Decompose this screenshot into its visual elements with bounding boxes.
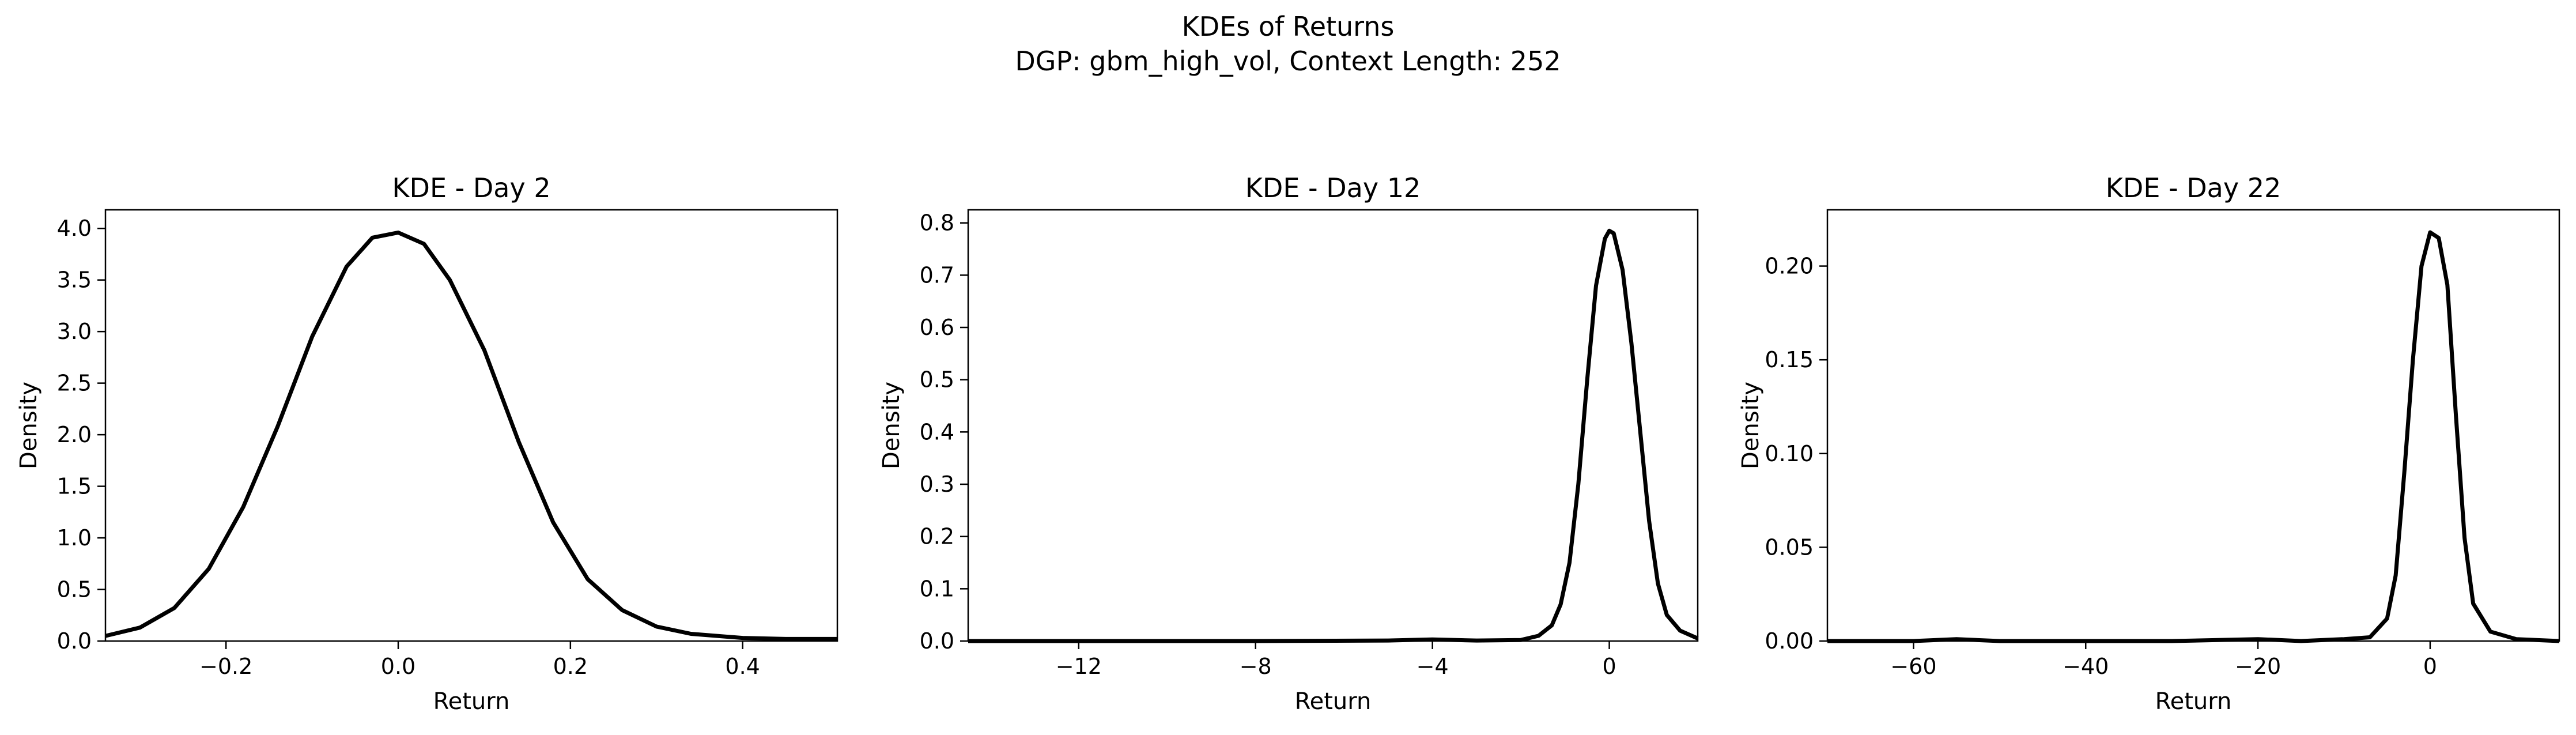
x-tick-label: 0.0 [381,654,416,679]
y-tick-label: 0.2 [920,524,954,549]
y-tick-label: 4.0 [57,216,92,241]
y-tick-label: 0.7 [920,262,954,288]
y-tick-label: 0.4 [920,419,954,444]
x-tick-label: −12 [1056,654,1102,679]
x-tick-label: −60 [1890,654,1936,679]
kde-chart-day-2: −0.2 0.0 0.2 0.4 0.0 0.5 1.0 1.5 2.0 2.5 3.0 3.5 4.0… [16,172,838,715]
y-tick-label: 0.10 [1765,441,1814,466]
y-tick-label: 1.5 [57,474,92,499]
y-tick-label: 3.5 [57,267,92,293]
x-tick-label: −20 [2235,654,2281,679]
y-tick-label: 0.0 [920,628,954,654]
chart-title: KDE - Day 22 [2106,172,2281,203]
chart-title: KDE - Day 12 [1245,172,1421,203]
x-axis-label: Return [2155,688,2232,715]
axes-frame [1826,209,2560,642]
x-tick-label: −8 [1240,654,1272,679]
x-axis-label: Return [433,688,510,715]
figure-subtitle: DGP: gbm_high_vol, Context Length: 252 [1015,46,1561,77]
x-tick-label: 0 [2423,654,2437,679]
y-tick-label: 0.05 [1765,534,1814,560]
x-axis-label: Return [1295,688,1372,715]
x-tick-label: −40 [2063,654,2109,679]
x-tick-label: −0.2 [199,654,252,679]
y-tick-label: 3.0 [57,319,92,344]
x-tick-label: −4 [1417,654,1449,679]
kde-series-line [1827,230,2560,643]
y-tick-label: 0.1 [920,576,954,601]
y-axis-label: Density [1738,382,1764,469]
kde-chart-day-12: −12 −8 −4 0 0.0 0.1 0.2 0.3 0.4 0.5 0.6 0.7 0.8 KDE -… [878,172,1699,715]
axes-frame [967,209,1699,642]
axes-frame [104,209,838,642]
x-tick-label: 0.2 [553,654,588,679]
y-axis-label: Density [16,382,42,469]
y-tick-label: 0.3 [920,472,954,497]
y-tick-label: 0.5 [920,367,954,393]
y-tick-label: 2.0 [57,422,92,447]
y-tick-label: 1.0 [57,525,92,551]
chart-title: KDE - Day 2 [392,172,550,203]
y-tick-label: 0.00 [1765,628,1814,654]
kde-chart-day-22: −60 −40 −20 0 0.00 0.05 0.10 0.15 0.20 KDE - Day … [1738,172,2560,715]
x-tick-label: 0 [1602,654,1616,679]
x-tick-label: 0.4 [725,654,760,679]
y-axis-label: Density [878,382,905,469]
kde-series-line [105,230,837,641]
y-tick-label: 0.15 [1765,347,1814,372]
y-tick-label: 2.5 [57,371,92,396]
y-tick-label: 0.5 [57,577,92,602]
y-tick-label: 0.8 [920,210,954,236]
y-tick-label: 0.20 [1765,254,1814,279]
figure-title: KDEs of Returns [1182,11,1395,42]
y-tick-label: 0.6 [920,315,954,340]
y-tick-label: 0.0 [57,628,92,654]
kde-series-line [968,228,1699,643]
